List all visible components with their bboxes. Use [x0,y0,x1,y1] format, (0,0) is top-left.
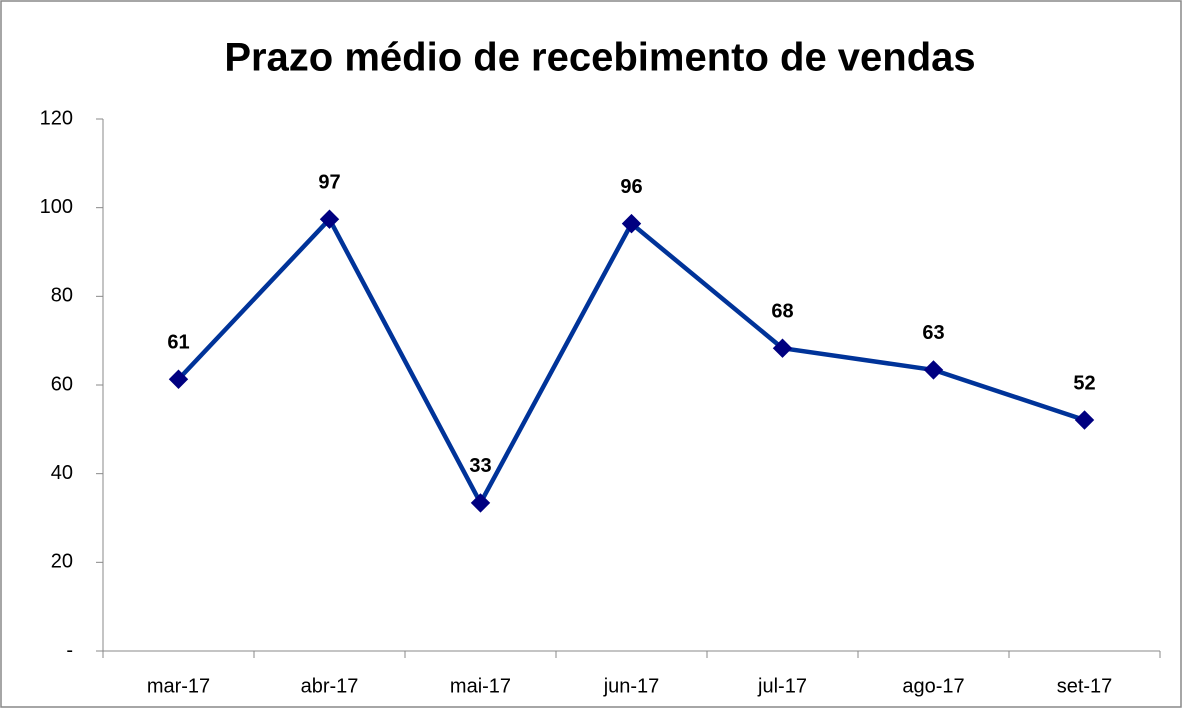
data-label: 63 [922,322,944,344]
data-label: 97 [318,171,340,193]
data-point [621,213,642,234]
chart-title: Prazo médio de recebimento de vendas [224,36,975,80]
data-point [1074,410,1095,430]
data-label: 68 [771,300,793,322]
x-tick-label: set-17 [1057,675,1113,697]
x-tick-label: abr-17 [301,675,359,697]
y-tick-label: 100 [40,196,73,218]
x-tick-label: jul-17 [757,675,807,697]
data-label: 61 [167,332,189,354]
y-tick-label: 40 [51,462,73,484]
data-point [319,209,340,229]
x-tick-label: jun-17 [603,675,660,697]
y-tick-label: 120 [40,107,73,129]
x-tick-label: mai-17 [450,675,511,697]
data-point [470,493,491,513]
data-label: 52 [1073,372,1095,394]
data-point [923,360,944,380]
y-tick-label: 60 [51,373,73,395]
y-tick-label: - [66,639,73,661]
data-label: 33 [469,455,491,477]
y-tick-label: 80 [51,285,73,307]
data-point [168,369,189,389]
x-tick-label: ago-17 [902,675,964,697]
x-tick-label: mar-17 [147,675,210,697]
data-label: 96 [620,176,642,198]
y-tick-label: 20 [51,551,73,573]
data-point [772,338,793,358]
